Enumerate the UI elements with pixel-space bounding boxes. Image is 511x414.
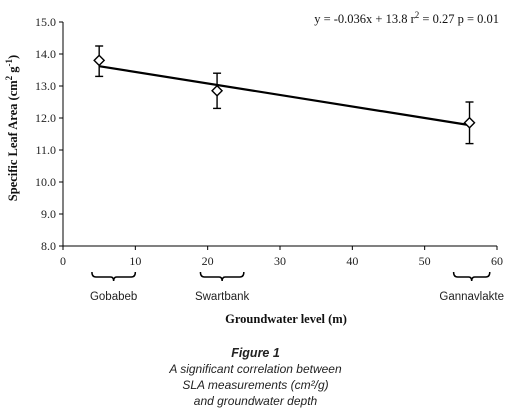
site-label: Gobabeb: [90, 291, 137, 303]
y-tick-label: 14.0: [35, 47, 56, 61]
site-label: Gannavlakte: [439, 291, 504, 303]
data-points: [93, 45, 476, 145]
data-point-marker: [93, 54, 106, 67]
chart: 8.0 9.0 10.0 11.0 12.0 13.0 14.0 15.0 0 10 20 30 40 5…: [4, 10, 504, 326]
y-axis-title: Specific Leaf Area (cm2 g-1): [4, 55, 20, 201]
x-axis-title: Groundwater level (m): [225, 312, 347, 326]
y-tick-label: 15.0: [35, 15, 56, 29]
y-tick-label: 13.0: [35, 79, 56, 93]
figure-caption-title: Figure 1: [231, 346, 280, 360]
figure-caption-line: and groundwater depth: [193, 394, 318, 408]
site-bracket: [452, 271, 491, 282]
x-tick-label: 50: [419, 254, 431, 268]
y-tick-label: 11.0: [35, 143, 56, 157]
figure-caption-line: A significant correlation between: [169, 362, 342, 376]
site-label: Swartbank: [195, 291, 250, 303]
trendline: [98, 65, 470, 127]
y-tick-label: 8.0: [41, 239, 56, 253]
data-point-marker: [463, 116, 476, 129]
site-brackets: Gobabeb Swartbank Gannavlakte: [90, 271, 504, 303]
axes: [62, 22, 497, 247]
figure-caption-line: SLA measurements (cm²/g): [182, 378, 329, 392]
x-tick-label: 30: [274, 254, 286, 268]
x-tick-label: 0: [60, 254, 66, 268]
x-tick-label: 60: [491, 254, 503, 268]
x-tick-label: 40: [346, 254, 358, 268]
y-tick-label: 9.0: [41, 207, 56, 221]
y-tick-label: 12.0: [35, 111, 56, 125]
x-tick-label: 20: [202, 254, 214, 268]
y-tick-label: 10.0: [35, 175, 56, 189]
x-tick-label: 10: [129, 254, 141, 268]
regression-equation: y = -0.036x + 13.8 r2 = 0.27 p = 0.01: [314, 10, 499, 26]
site-bracket: [91, 271, 137, 282]
ticks: 8.0 9.0 10.0 11.0 12.0 13.0 14.0 15.0 0 10 20 30 40 5…: [35, 15, 503, 268]
trendline-group: [98, 65, 470, 127]
data-point-marker: [211, 84, 224, 97]
site-bracket: [199, 271, 245, 282]
